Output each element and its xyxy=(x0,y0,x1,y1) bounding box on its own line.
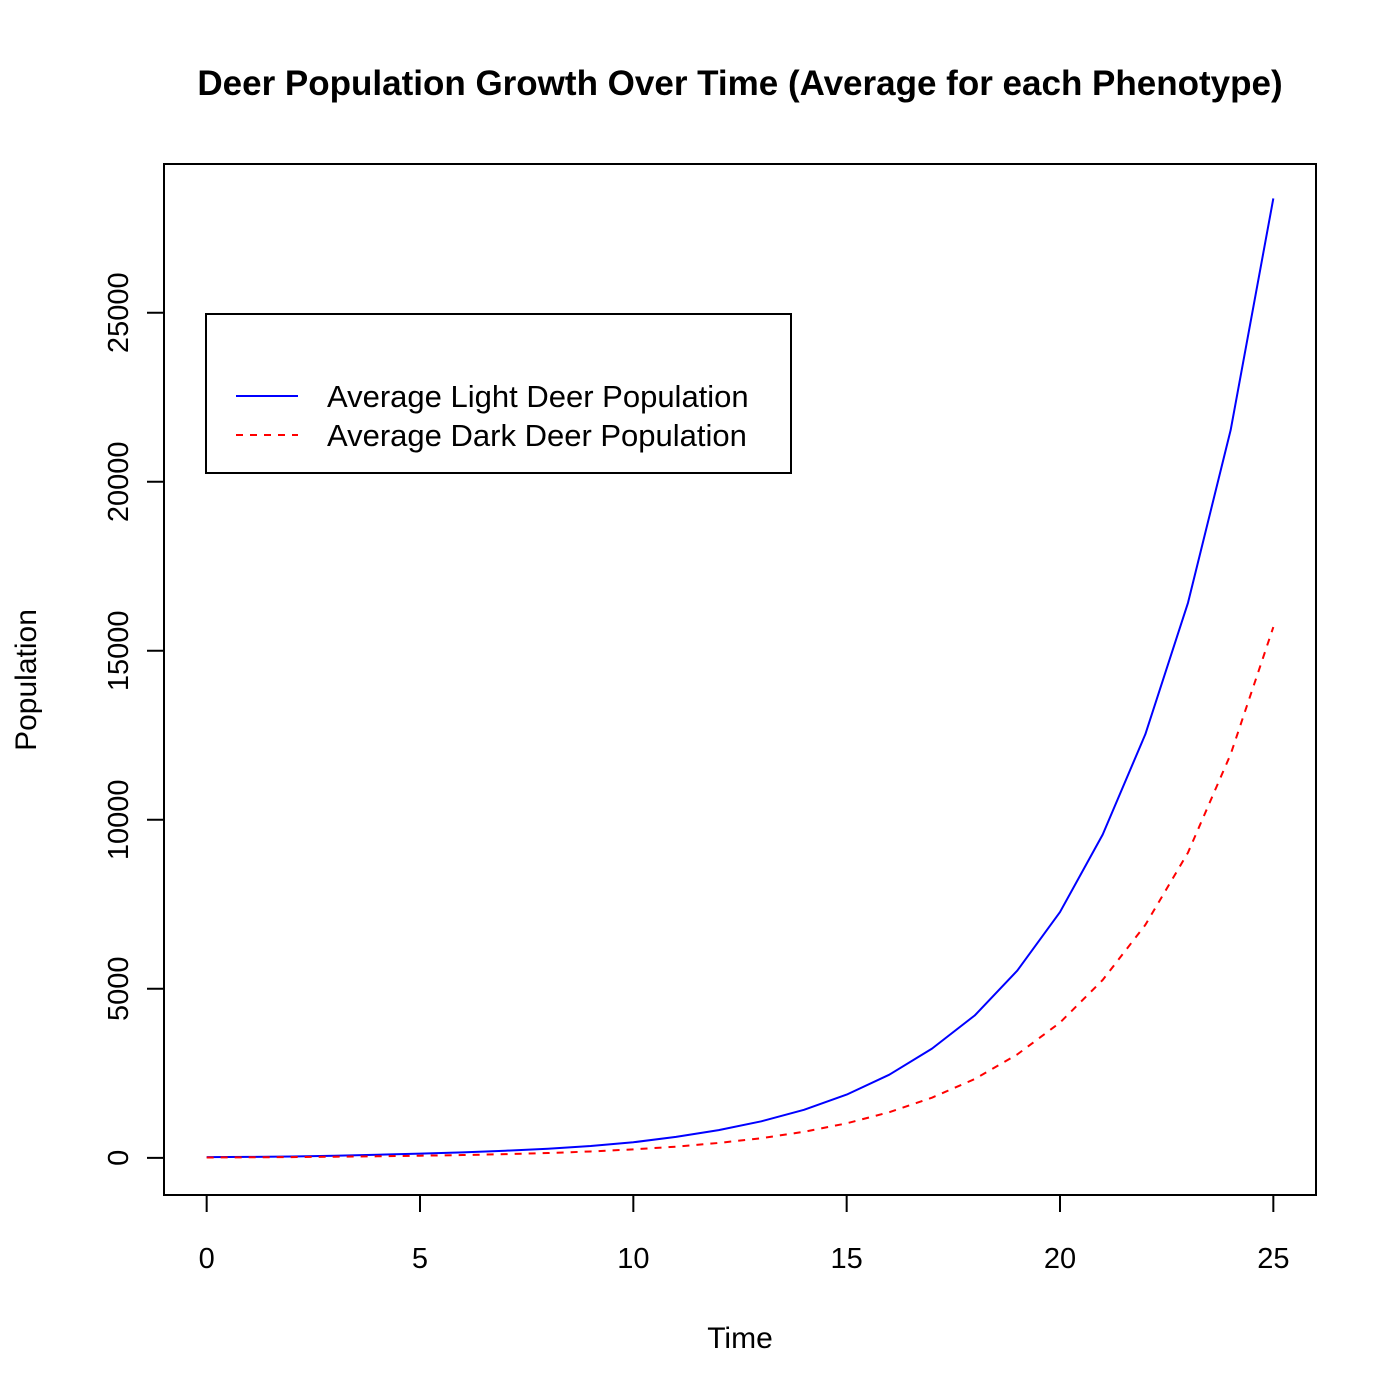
legend-label-light: Average Light Deer Population xyxy=(327,379,749,414)
x-tick-label: 25 xyxy=(1257,1243,1289,1275)
y-tick-label: 25000 xyxy=(103,272,135,353)
x-tick-label: 10 xyxy=(617,1243,649,1275)
legend: Average Light Deer Population Average Da… xyxy=(205,313,792,474)
legend-label-dark: Average Dark Deer Population xyxy=(327,418,747,453)
y-tick-label: 20000 xyxy=(103,441,135,522)
series-line-light xyxy=(206,198,1275,1159)
series-line-dark xyxy=(206,626,1275,1159)
x-tick-label: 15 xyxy=(831,1243,863,1275)
series-group xyxy=(206,198,1275,1159)
x-axis: 0 5 10 15 20 25 xyxy=(199,1194,1289,1275)
legend-box xyxy=(205,313,792,474)
x-tick-label: 5 xyxy=(412,1243,428,1275)
y-tick-label: 5000 xyxy=(103,957,135,1022)
y-tick-label: 0 xyxy=(103,1150,135,1166)
x-tick-label: 0 xyxy=(199,1243,215,1275)
x-tick-label: 20 xyxy=(1044,1243,1076,1275)
y-tick-label: 10000 xyxy=(103,779,135,860)
y-axis-label: Population xyxy=(10,609,43,751)
x-axis-label: Time xyxy=(707,1322,773,1355)
chart-title: Deer Population Growth Over Time (Averag… xyxy=(197,64,1282,103)
y-axis: 0 5000 10000 15000 20000 25000 xyxy=(103,272,165,1166)
y-tick-label: 15000 xyxy=(103,610,135,691)
